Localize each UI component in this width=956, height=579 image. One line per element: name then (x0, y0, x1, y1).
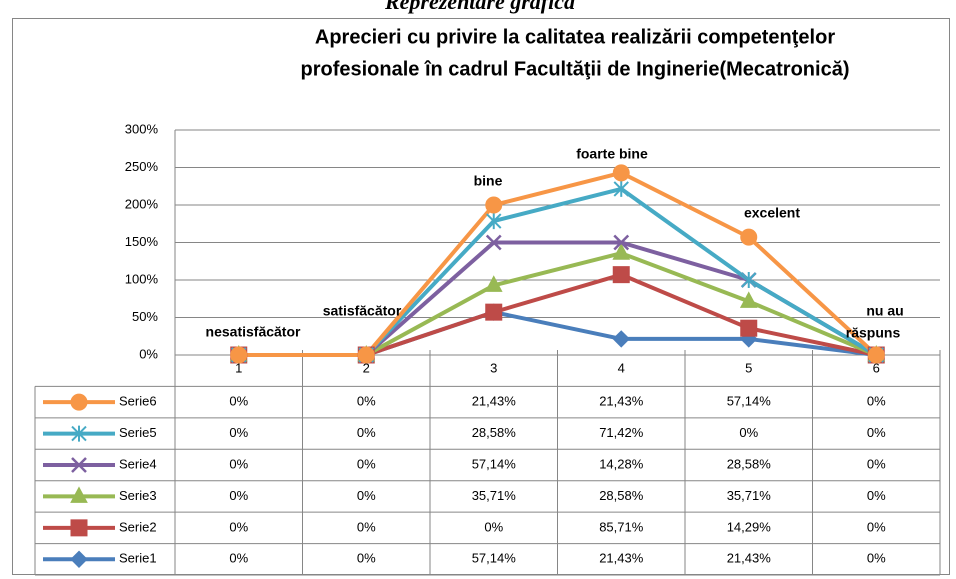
x-tick-label: 5 (745, 360, 752, 375)
table-cell: 21,43% (727, 551, 772, 566)
table-cell: 71,42% (599, 425, 644, 440)
y-tick-label: 250% (125, 159, 159, 174)
y-tick-label: 150% (125, 234, 159, 249)
marker (486, 213, 502, 230)
table-cell: 57,14% (472, 551, 517, 566)
table-cell: 0% (229, 551, 248, 566)
table-cell: 0% (357, 519, 376, 534)
x-tick-label: 3 (490, 360, 497, 375)
table-cell: 0% (867, 394, 886, 409)
legend-marker (70, 519, 88, 537)
marker (613, 180, 629, 197)
y-tick-label: 200% (125, 196, 159, 211)
table-cell: 0% (739, 425, 758, 440)
annotation: nu au (866, 303, 903, 319)
table-cell: 0% (229, 519, 248, 534)
table-cell: 35,71% (472, 488, 517, 503)
annotation: excelent (744, 205, 800, 221)
table-cell: 0% (357, 456, 376, 471)
marker (485, 234, 502, 251)
marker (485, 196, 503, 214)
y-tick-label: 50% (132, 309, 158, 324)
chart-title: profesionale în cadrul Facultăţii de Ing… (300, 58, 849, 80)
legend-label: Serie6 (119, 394, 157, 409)
table-cell: 0% (357, 551, 376, 566)
marker (612, 266, 630, 284)
table-cell: 0% (867, 551, 886, 566)
annotation: satisfăcător (323, 303, 402, 319)
legend-label: Serie1 (119, 551, 157, 566)
table-cell: 21,43% (472, 394, 517, 409)
chart-title: Aprecieri cu privire la calitatea realiz… (315, 26, 835, 48)
annotation: nesatisfăcător (206, 324, 301, 340)
x-tick-label: 2 (363, 360, 370, 375)
table-cell: 85,71% (599, 519, 644, 534)
table-cell: 0% (229, 488, 248, 503)
page-heading: Reprezentare grafică (384, 0, 575, 14)
x-tick-label: 6 (873, 360, 880, 375)
table-cell: 0% (867, 519, 886, 534)
table-cell: 0% (867, 425, 886, 440)
marker (740, 319, 758, 337)
table-cell: 0% (357, 394, 376, 409)
table-cell: 35,71% (727, 488, 772, 503)
marker (484, 275, 503, 292)
legend-marker (71, 425, 87, 442)
table-cell: 14,28% (599, 456, 644, 471)
marker (485, 303, 503, 321)
marker (741, 271, 757, 288)
x-tick-label: 1 (235, 360, 242, 375)
marker (613, 234, 630, 251)
annotation: bine (474, 173, 503, 189)
table-cell: 57,14% (727, 394, 772, 409)
legend-marker (70, 486, 88, 503)
table-cell: 0% (229, 394, 248, 409)
legend-marker (71, 457, 87, 473)
table-cell: 28,58% (727, 456, 772, 471)
y-tick-label: 100% (125, 271, 159, 286)
series-line (238, 170, 878, 357)
table-cell: 28,58% (599, 488, 644, 503)
marker (612, 243, 631, 260)
table-cell: 0% (357, 488, 376, 503)
table-cell: 0% (867, 488, 886, 503)
marker (612, 164, 630, 182)
y-tick-label: 0% (139, 346, 158, 361)
legend-label: Serie5 (119, 425, 157, 440)
table-cell: 21,43% (599, 394, 644, 409)
marker (739, 291, 758, 308)
x-tick-label: 4 (618, 360, 625, 375)
marker (357, 346, 375, 364)
annotation: foarte bine (576, 146, 648, 162)
y-tick-label: 300% (125, 121, 159, 136)
table-cell: 0% (484, 519, 503, 534)
table-cell: 21,43% (599, 551, 644, 566)
annotation: răspuns (846, 325, 901, 341)
legend-marker (70, 550, 88, 568)
table-cell: 57,14% (472, 456, 517, 471)
table-cell: 14,29% (727, 519, 772, 534)
marker (230, 346, 248, 364)
legend-label: Serie2 (119, 519, 157, 534)
table-cell: 28,58% (472, 425, 517, 440)
table-cell: 0% (867, 456, 886, 471)
table-cell: 0% (229, 456, 248, 471)
legend-label: Serie4 (119, 456, 157, 471)
table-cell: 0% (229, 425, 248, 440)
marker (867, 346, 885, 364)
legend-marker (70, 393, 88, 411)
marker (612, 330, 630, 348)
legend-label: Serie3 (119, 488, 157, 503)
table-cell: 0% (357, 425, 376, 440)
marker (740, 228, 758, 246)
